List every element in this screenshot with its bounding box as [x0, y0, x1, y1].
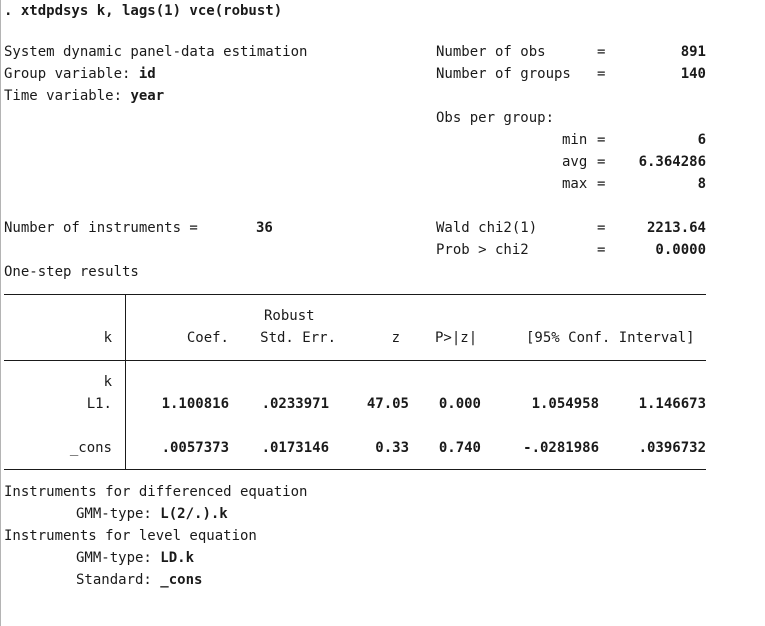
row-name: L1. [86, 396, 112, 412]
min-value: 6 [697, 132, 706, 148]
std-err-value: .0173146 [261, 440, 329, 456]
group-variable-line: Group variable: id [4, 63, 156, 85]
table-top-rule [4, 294, 706, 295]
ninstr-value: 36 [256, 220, 273, 236]
robust-label: Robust [264, 308, 315, 324]
row-name: _cons [69, 440, 112, 456]
diff-gmm-label: GMM-type: [76, 506, 161, 522]
nobs-equals: = [597, 44, 606, 60]
col-std-err: Std. Err. [260, 330, 336, 346]
avg-equals: = [597, 154, 606, 170]
level-gmm-value: LD.k [160, 550, 195, 566]
ngroups-value: 140 [680, 66, 706, 82]
p-value: 0.740 [438, 440, 481, 456]
coef-value: 1.100816 [161, 396, 229, 412]
table-header-rule [4, 360, 706, 361]
ngroups-equals: = [597, 66, 606, 82]
ci-upper-value: 1.146673 [638, 396, 706, 412]
ci-lower-value: -.0281986 [523, 440, 599, 456]
col-variable: k [103, 330, 112, 346]
ci-lower-value: 1.054958 [531, 396, 599, 412]
step-label: One-step results [4, 264, 139, 280]
p-value: 0.000 [438, 396, 481, 412]
standard-line: Standard: _cons [76, 569, 202, 591]
time-variable-label: Time variable: [4, 88, 131, 104]
standard-label: Standard: [76, 572, 161, 588]
diff-gmm-value: L(2/.).k [160, 506, 228, 522]
max-equals: = [597, 176, 606, 192]
table-column-separator [125, 294, 126, 470]
ninstr-label: Number of instruments = [4, 220, 198, 236]
level-gmm-line: GMM-type: LD.k [76, 547, 194, 569]
table-bottom-rule [4, 469, 706, 470]
group-variable-value: id [138, 66, 156, 82]
nobs-label: Number of obs [436, 44, 546, 60]
coef-value: .0057373 [161, 440, 229, 456]
obs-per-group-label: Obs per group: [436, 110, 555, 126]
std-err-value: .0233971 [261, 396, 329, 412]
estimation-title: System dynamic panel-data estimation [4, 44, 308, 60]
col-p-value: P>|z| [435, 330, 478, 346]
col-coef: Coef. [186, 330, 229, 346]
col-z: z [391, 330, 400, 346]
row-group-label: k [103, 374, 112, 390]
col-conf-interval: [95% Conf. Interval] [526, 330, 695, 346]
prob-equals: = [597, 242, 606, 258]
diff-gmm-line: GMM-type: L(2/.).k [76, 503, 228, 525]
level-gmm-label: GMM-type: [76, 550, 161, 566]
window-left-border [0, 0, 1, 626]
avg-value: 6.364286 [638, 154, 706, 170]
ngroups-label: Number of groups [436, 66, 571, 82]
min-equals: = [597, 132, 606, 148]
wald-label: Wald chi2(1) [436, 220, 538, 236]
avg-label: avg [562, 154, 588, 170]
group-variable-label: Group variable: [4, 66, 139, 82]
wald-equals: = [597, 220, 606, 236]
ci-upper-value: .0396732 [638, 440, 706, 456]
max-value: 8 [697, 176, 706, 192]
command-line: . xtdpdsys k, lags(1) vce(robust) [4, 3, 283, 19]
diff-instruments-title: Instruments for differenced equation [4, 484, 308, 500]
max-label: max [562, 176, 588, 192]
wald-value: 2213.64 [646, 220, 706, 236]
time-variable-value: year [130, 88, 165, 104]
prob-value: 0.0000 [655, 242, 706, 258]
standard-value: _cons [160, 572, 203, 588]
level-instruments-title: Instruments for level equation [4, 528, 257, 544]
min-label: min [562, 132, 588, 148]
nobs-value: 891 [680, 44, 706, 60]
z-value: 0.33 [375, 440, 409, 456]
time-variable-line: Time variable: year [4, 85, 164, 107]
prob-label: Prob > chi2 [436, 242, 529, 258]
z-value: 47.05 [366, 396, 409, 412]
